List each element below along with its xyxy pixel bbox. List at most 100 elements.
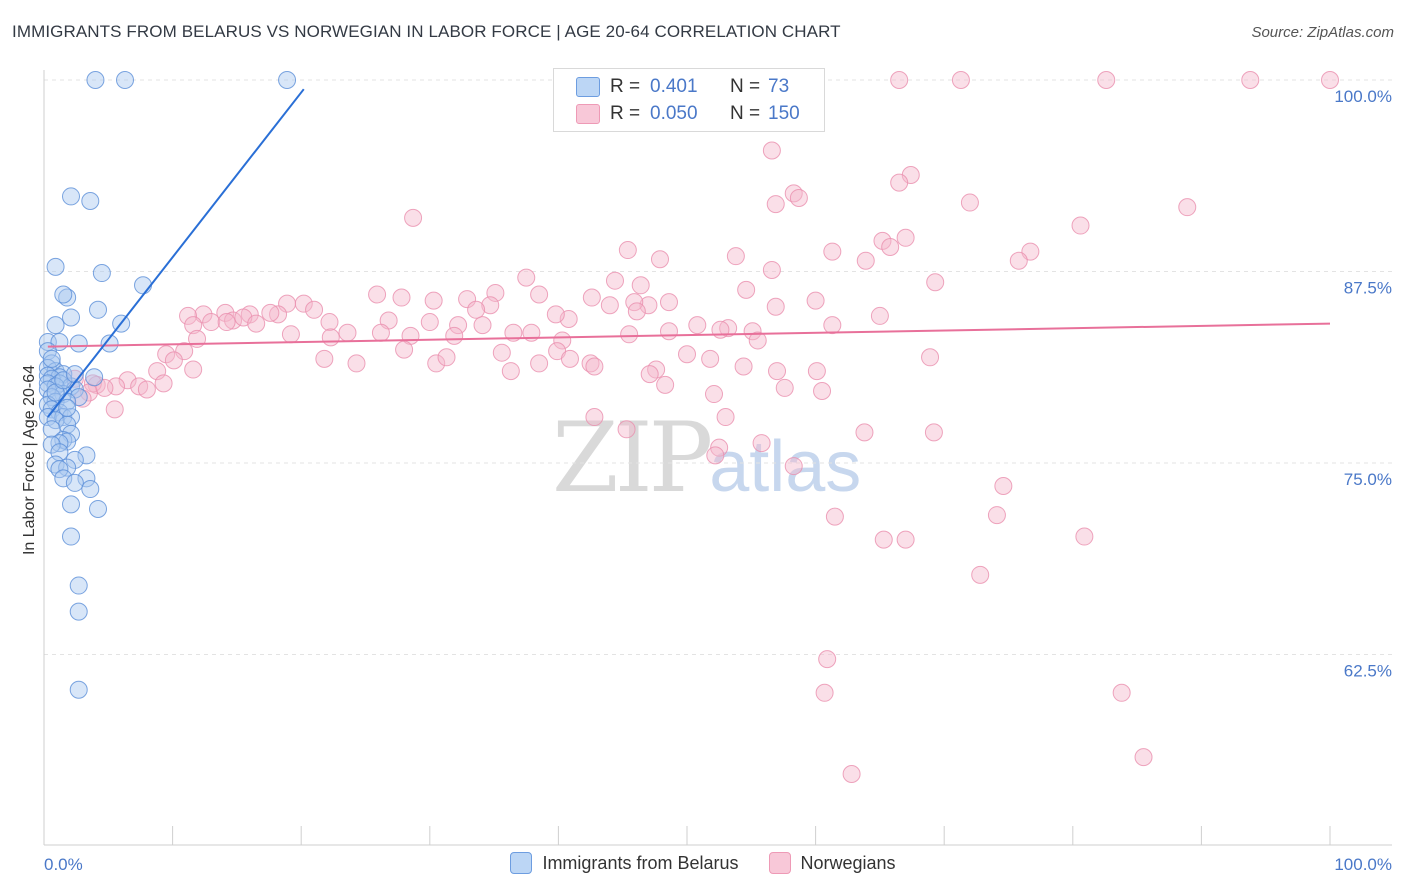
- norwegian-point: [1071, 216, 1090, 235]
- belarus-point: [69, 602, 88, 621]
- norwegian-point: [553, 331, 572, 350]
- norwegian-point: [855, 423, 874, 442]
- norwegian-point: [560, 349, 579, 368]
- norwegian-point: [395, 340, 414, 359]
- belarus-point: [54, 469, 73, 488]
- legend-r-value-norwegians: 0.050: [650, 103, 698, 124]
- norwegian-point: [818, 650, 837, 669]
- norwegian-point: [971, 565, 990, 584]
- norwegian-point: [921, 348, 940, 367]
- norwegian-point: [83, 374, 102, 393]
- norwegian-point: [926, 273, 945, 292]
- norwegian-point: [620, 325, 639, 344]
- legend-row-norwegians: R = 0.050 N = 150: [576, 102, 800, 126]
- belarus-point: [89, 499, 108, 518]
- belarus-point: [134, 276, 153, 295]
- norwegian-point: [762, 260, 781, 279]
- norwegian-point: [775, 378, 794, 397]
- norwegian-point: [987, 506, 1006, 525]
- belarus-point: [62, 308, 81, 327]
- belarus-point: [42, 349, 61, 368]
- norwegian-point: [404, 208, 423, 227]
- belarus-point: [77, 446, 96, 465]
- norwegian-point: [449, 316, 468, 335]
- norwegian-point: [768, 362, 787, 381]
- norwegian-point: [437, 348, 456, 367]
- belarus-point: [58, 398, 77, 417]
- norwegian-point: [890, 71, 909, 89]
- norwegian-point: [823, 316, 842, 335]
- norwegian-point: [659, 322, 678, 341]
- norwegian-point: [762, 141, 781, 160]
- legend-swatch-belarus: [510, 852, 533, 874]
- norwegian-point: [261, 303, 280, 322]
- norwegian-point: [473, 316, 492, 335]
- belarus-point: [81, 192, 100, 211]
- norwegian-point: [371, 323, 390, 342]
- belarus-point: [86, 71, 105, 89]
- belarus-point: [54, 371, 73, 390]
- norwegian-point: [856, 251, 875, 270]
- norwegian-point: [1134, 748, 1153, 767]
- norwegian-point: [813, 381, 832, 400]
- belarus-point: [46, 316, 65, 335]
- norwegian-point: [247, 314, 266, 333]
- norwegian-point: [467, 300, 486, 319]
- norwegian-point: [137, 380, 156, 399]
- belarus-point: [81, 480, 100, 499]
- norwegian-point: [951, 71, 970, 89]
- belarus-point: [92, 264, 111, 283]
- norwegian-point: [517, 268, 536, 287]
- belarus-point: [85, 368, 104, 387]
- norwegian-point: [650, 250, 669, 269]
- belarus-point: [58, 458, 77, 477]
- norwegian-point: [1241, 71, 1260, 89]
- norwegian-point: [420, 313, 439, 332]
- norwegian-point: [737, 280, 756, 299]
- norwegian-point: [118, 371, 137, 390]
- norwegian-point: [1097, 71, 1116, 89]
- norwegian-point: [890, 173, 909, 192]
- belarus-point: [62, 495, 81, 514]
- norwegian-point: [716, 408, 735, 427]
- belarus-point: [62, 527, 81, 546]
- norwegian-point: [1112, 683, 1131, 702]
- norwegian-point: [706, 446, 725, 465]
- belarus-point: [100, 334, 119, 353]
- norwegian-point: [896, 228, 915, 247]
- norwegian-point: [726, 247, 745, 266]
- belarus-point: [69, 334, 88, 353]
- legend-label-norwegians: Norwegians: [800, 852, 896, 873]
- norwegian-point: [184, 316, 203, 335]
- norwegian-point: [305, 300, 324, 319]
- norwegian-point: [224, 311, 243, 330]
- norwegian-point: [617, 420, 636, 439]
- legend-r-value-belarus: 0.401: [650, 76, 698, 97]
- norwegian-point: [154, 374, 173, 393]
- belarus-trend-line: [47, 88, 305, 418]
- legend-item-belarus[interactable]: Immigrants from Belarus: [510, 852, 739, 874]
- legend-r-label: R =: [610, 103, 641, 124]
- norwegian-point: [320, 313, 339, 332]
- legend-n-value-belarus: 73: [768, 76, 790, 97]
- belarus-point: [50, 460, 69, 479]
- y-tick-label: 62.5%: [1344, 662, 1392, 681]
- belarus-point: [69, 388, 88, 407]
- norwegian-point: [202, 313, 221, 332]
- legend-item-norwegians[interactable]: Norwegians: [768, 852, 896, 874]
- norwegian-point: [501, 362, 520, 381]
- norwegian-point: [546, 305, 565, 324]
- norwegian-point: [315, 349, 334, 368]
- y-tick-label: 100.0%: [1334, 87, 1392, 106]
- norwegian-point: [705, 385, 724, 404]
- watermark-zip: ZIP: [552, 402, 713, 514]
- y-tick-label: 75.0%: [1344, 470, 1392, 489]
- norwegian-point: [481, 296, 500, 315]
- belarus-point: [42, 420, 61, 439]
- norwegian-point: [659, 293, 678, 312]
- norwegian-point: [631, 276, 650, 295]
- norwegian-point: [815, 683, 834, 702]
- norwegian-point: [294, 294, 313, 313]
- norwegian-point: [530, 285, 549, 304]
- norwegian-point: [1178, 198, 1197, 217]
